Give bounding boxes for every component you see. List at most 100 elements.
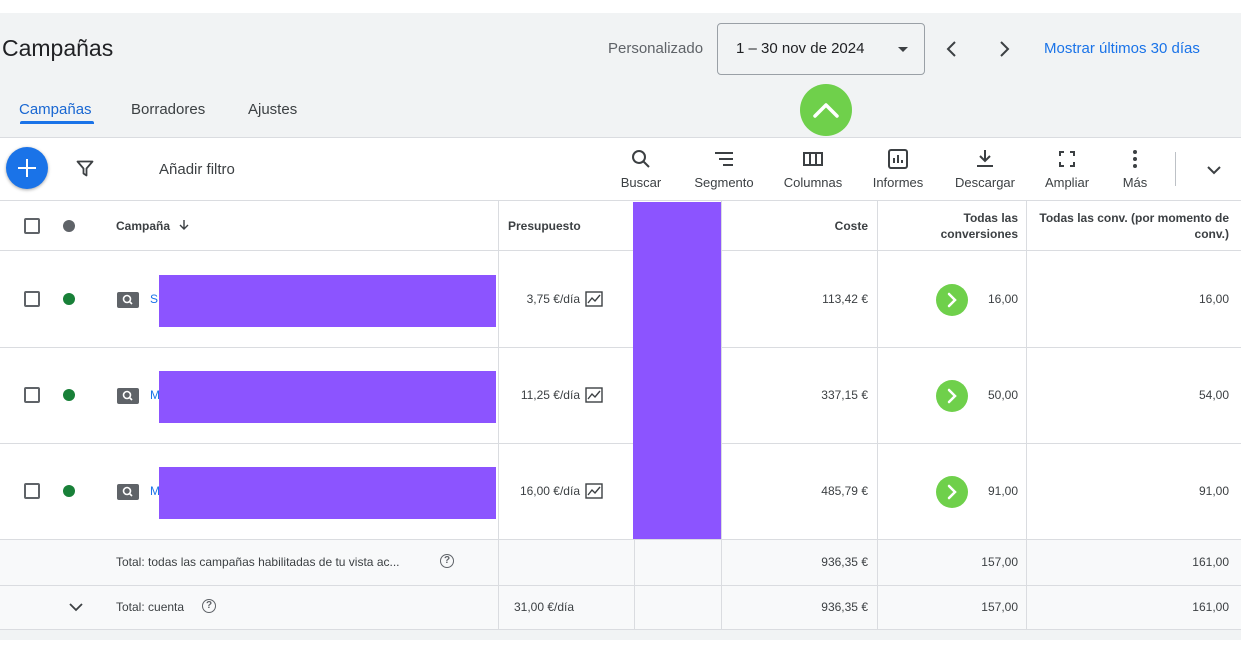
more-button[interactable]: Más [1116,148,1154,198]
fullscreen-icon [1059,151,1075,167]
conv-by-time-value: 16,00 [1198,292,1229,306]
scroll-up-button[interactable] [800,84,852,136]
enabled-status-dot[interactable] [63,293,75,305]
table-row: M 11,25 €/día 337,15 € 50,00 54,00 [0,348,1241,444]
reports-button[interactable]: Informes [866,148,930,198]
chevron-right-icon [947,292,957,308]
all-conv-by-time-column-header[interactable]: Todas las conv. (por momento de conv.) [1039,211,1229,241]
toolbar-separator [1175,152,1176,186]
conversion-highlight-button[interactable] [936,476,968,508]
tab-borradores[interactable]: Borradores [131,101,206,118]
previous-period-button[interactable] [940,37,964,61]
columns-button[interactable]: Columnas [780,148,846,198]
total-account-cost: 936,35 € [821,600,868,614]
conv-by-time-value: 54,00 [1198,388,1229,402]
budget-column-header[interactable]: Presupuesto [508,219,581,233]
more-label: Más [1122,175,1148,190]
reports-icon [888,149,908,169]
filter-icon[interactable] [76,160,94,183]
row-checkbox[interactable] [24,291,40,307]
cost-value: 485,79 € [821,484,868,498]
more-vert-icon [1133,150,1137,168]
total-account-conv-by-time: 161,00 [1192,600,1229,614]
help-icon[interactable]: ? [202,599,216,613]
chevron-right-icon [1000,41,1010,57]
column-divider [634,540,635,630]
date-range-selector[interactable]: 1 – 30 nov de 2024 [717,23,925,75]
add-campaign-button[interactable] [6,147,48,189]
cost-value: 337,15 € [821,388,868,402]
total-account-label: Total: cuenta [116,600,185,614]
budget-value: 3,75 €/día [526,292,580,306]
table-header: Campaña Presupuesto Coste Todas las conv… [0,201,1241,251]
redacted-campaign-name [159,371,496,423]
table-footer-strip [0,630,1241,640]
segment-button[interactable]: Segmento [690,148,758,198]
search-campaign-icon [117,292,139,308]
download-icon [977,150,993,167]
page-title: Campañas [2,35,114,61]
chevron-down-icon[interactable] [67,598,85,616]
column-divider [877,201,878,630]
row-checkbox[interactable] [24,483,40,499]
redacted-column [633,202,721,539]
budget-trend-icon[interactable] [585,483,603,499]
column-divider [498,201,499,630]
column-divider [721,201,722,630]
next-period-button[interactable] [992,37,1016,61]
row-checkbox[interactable] [24,387,40,403]
cost-column-header[interactable]: Coste [834,219,868,233]
chevron-right-icon [947,484,957,500]
table-toolbar: Añadir filtro Buscar Segmento Columnas I… [0,138,1241,201]
campaign-header-label: Campaña [116,219,171,233]
budget-value: 11,25 €/día [520,388,580,402]
collapse-toolbar-button[interactable] [1204,160,1224,185]
chevron-down-icon [1207,166,1221,175]
plus-icon-vertical [26,159,28,177]
conversion-highlight-button[interactable] [936,284,968,316]
help-icon[interactable]: ? [440,554,454,568]
enabled-status-dot[interactable] [63,389,75,401]
conversions-value: 50,00 [987,388,1018,402]
caret-down-icon [898,47,908,52]
search-campaign-icon [117,388,139,404]
chevron-left-icon [946,41,956,57]
download-button[interactable]: Descargar [950,148,1020,198]
tab-campanas[interactable]: Campañas [19,101,92,118]
budget-trend-icon[interactable] [585,387,603,403]
search-icon [632,150,650,168]
search-button[interactable]: Buscar [617,148,665,198]
campaign-name-link[interactable]: M [150,484,160,498]
download-label: Descargar [955,175,1015,190]
reports-label: Informes [872,175,924,190]
tab-ajustes[interactable]: Ajustes [248,101,298,118]
expand-label: Ampliar [1044,175,1090,190]
search-campaign-icon [117,484,139,500]
enabled-status-dot[interactable] [63,485,75,497]
chevron-up-icon [813,103,839,118]
select-all-checkbox[interactable] [24,218,40,234]
campaign-column-header[interactable]: Campaña [116,218,190,234]
conversion-highlight-button[interactable] [936,380,968,412]
total-enabled-cost: 936,35 € [821,555,868,569]
segment-label: Segmento [694,175,754,190]
total-enabled-conversions: 157,00 [981,555,1018,569]
table-row: M 16,00 €/día 485,79 € 91,00 91,00 [0,444,1241,540]
total-enabled-conv-by-time: 161,00 [1192,555,1229,569]
divider [0,137,1241,138]
redacted-campaign-name [159,467,496,519]
conv-by-time-value: 91,00 [1198,484,1229,498]
total-account-conversions: 157,00 [981,600,1018,614]
total-enabled-campaigns-row: Total: todas las campañas habilitadas de… [0,540,1241,586]
budget-value: 16,00 €/día [519,484,580,498]
show-last-30-days-link[interactable]: Mostrar últimos 30 días [1044,40,1200,57]
budget-trend-icon[interactable] [585,291,603,307]
all-conversions-column-header[interactable]: Todas las conversiones [940,211,1018,241]
add-filter-button[interactable]: Añadir filtro [159,161,235,178]
expand-button[interactable]: Ampliar [1040,148,1094,198]
search-label: Buscar [620,175,662,190]
campaign-name-link[interactable]: S [150,292,159,306]
campaign-name-link[interactable]: M [150,388,160,402]
range-type-label: Personalizado [608,40,704,57]
columns-icon [803,152,823,166]
